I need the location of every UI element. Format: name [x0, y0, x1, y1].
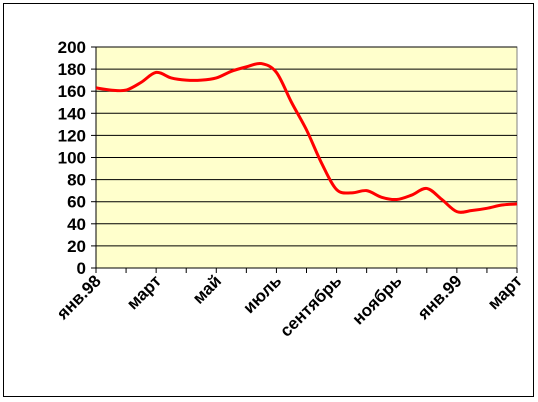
y-tick-label: 100	[58, 149, 86, 168]
y-tick-label: 180	[58, 60, 86, 79]
y-tick-label: 160	[58, 82, 86, 101]
y-tick-label: 60	[67, 193, 86, 212]
y-tick-label: 140	[58, 104, 86, 123]
y-tick-label: 200	[58, 38, 86, 57]
y-tick-label: 0	[77, 259, 86, 278]
y-tick-label: 20	[67, 237, 86, 256]
y-tick-label: 80	[67, 171, 86, 190]
y-tick-label: 120	[58, 126, 86, 145]
data-line	[95, 61, 518, 214]
y-tick-label: 40	[67, 215, 86, 234]
